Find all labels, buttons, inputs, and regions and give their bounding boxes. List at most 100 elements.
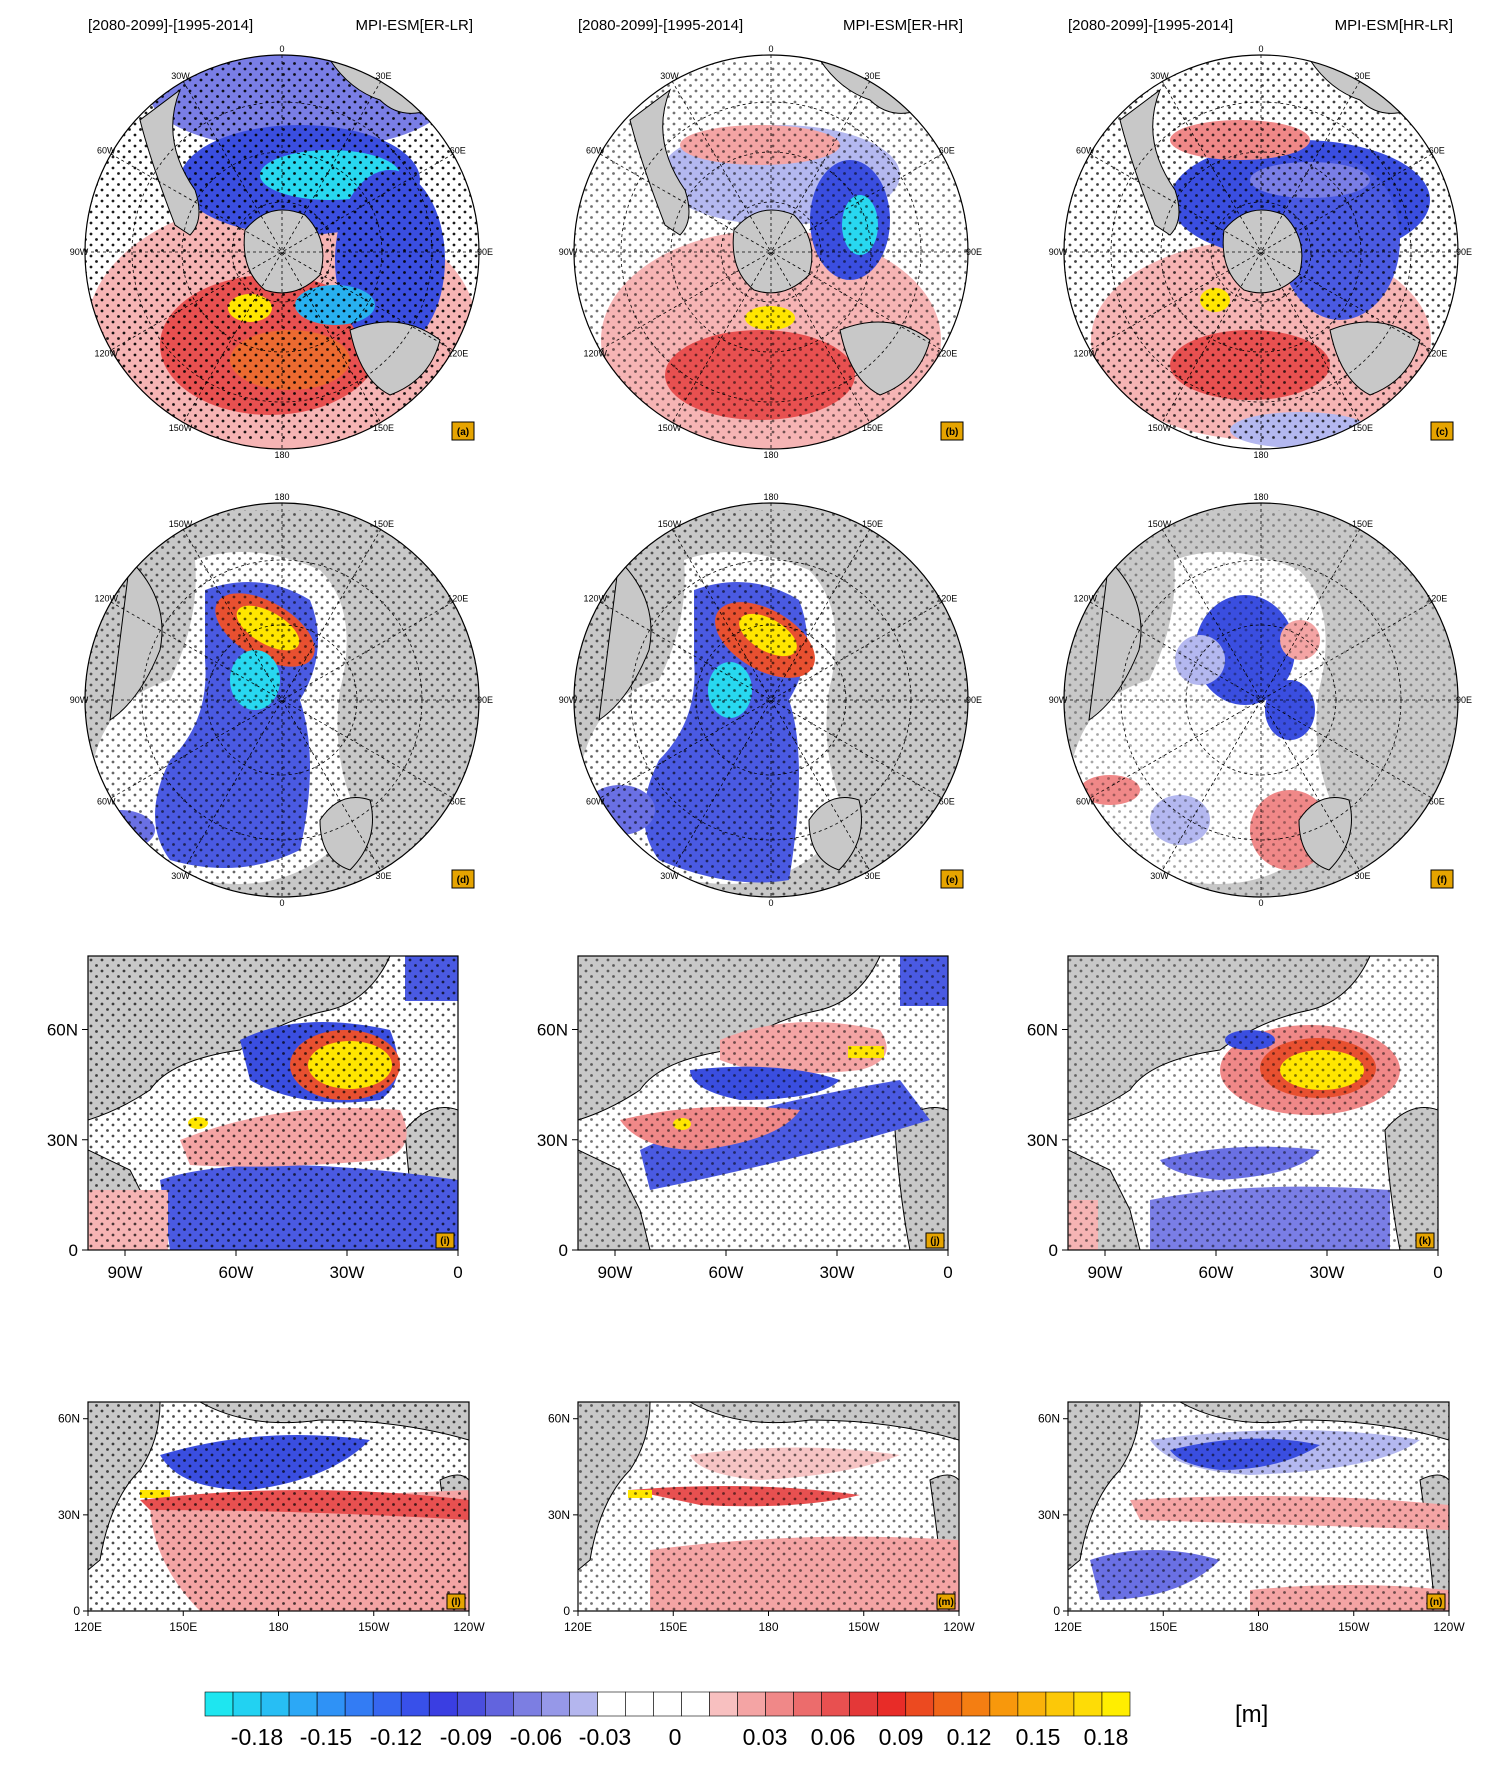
polar-map-label: 0	[1258, 898, 1263, 908]
polar-map-label: 150E	[373, 519, 394, 529]
x-tick-label: 120W	[1433, 1620, 1465, 1634]
column-title: MPI-ESM[ER-LR]	[355, 17, 473, 34]
polar-map-label: 0	[279, 898, 284, 908]
colorbar-label: 0.15	[1016, 1724, 1061, 1750]
x-tick-label: 150E	[659, 1620, 687, 1634]
colorbar-label: -0.06	[510, 1724, 562, 1750]
x-tick-label: 0	[453, 1263, 462, 1282]
colorbar-label: -0.12	[370, 1724, 422, 1750]
polar-map-label: 150W	[658, 519, 682, 529]
polar-map-label: 0	[279, 44, 284, 54]
colorbar-swatch	[541, 1691, 570, 1717]
polar-map-label: 180	[274, 450, 289, 460]
y-tick-label: 30N	[47, 1131, 78, 1150]
colorbar-swatch	[569, 1691, 598, 1717]
x-tick-label: 180	[758, 1620, 778, 1634]
colorbar-swatch	[1017, 1691, 1047, 1717]
polar-map-label: 120E	[447, 594, 468, 604]
panel-c-south-polar-map: 0 30E 60E 90E 120E 150E 180 150W 120W 90W 60W 30W (…	[1049, 44, 1472, 460]
polar-map-label: 120E	[936, 594, 957, 604]
colorbar-label: 0.06	[811, 1724, 856, 1750]
polar-map-label: 30W	[1150, 71, 1169, 81]
x-tick-label: 150E	[169, 1620, 197, 1634]
panel-n-north-pacific-map: 120E 150E 180 150W 120W 60N 30N 0 (n)	[1038, 1401, 1465, 1634]
colorbar-label: 0.18	[1084, 1724, 1129, 1750]
panel-a-south-polar-map: 0 30E 60E 90E 120E 150E 180 150W 120W 90W 60W 30W (…	[70, 44, 493, 460]
polar-map-label: 90E	[477, 695, 493, 705]
panel-label: (f)	[1437, 875, 1447, 886]
panel-label: (n)	[1430, 1597, 1443, 1608]
polar-map-label: 30E	[375, 871, 391, 881]
colorbar-swatch	[204, 1691, 234, 1717]
x-tick-label: 60W	[1199, 1263, 1234, 1282]
polar-map-label: 30W	[171, 871, 190, 881]
polar-map-label: 30E	[1354, 71, 1370, 81]
polar-map-label: 90W	[70, 247, 89, 257]
y-tick-label: 0	[69, 1241, 78, 1260]
y-tick-label: 0	[1053, 1604, 1060, 1618]
x-tick-label: 180	[1248, 1620, 1268, 1634]
panel-label: (k)	[1419, 1236, 1431, 1247]
polar-map-label: 60E	[939, 797, 955, 807]
x-tick-label: 120E	[1054, 1620, 1082, 1634]
colorbar-swatch	[933, 1691, 963, 1717]
period-label: [2080-2099]-[1995-2014]	[578, 17, 743, 34]
period-label: [2080-2099]-[1995-2014]	[1068, 17, 1233, 34]
polar-map-label: 150W	[1148, 519, 1172, 529]
polar-map-label: 120W	[94, 349, 118, 359]
colorbar-swatch	[961, 1691, 991, 1717]
y-tick-label: 30N	[537, 1131, 568, 1150]
polar-map-label: 90W	[70, 695, 89, 705]
polar-map-label: 150W	[169, 519, 193, 529]
colorbar-swatch	[1101, 1691, 1131, 1717]
colorbar-label: -0.18	[231, 1724, 283, 1750]
panel-label: (b)	[946, 427, 959, 438]
panel-label: (a)	[457, 427, 469, 438]
polar-map-label: 120E	[1426, 594, 1447, 604]
column-title: MPI-ESM[HR-LR]	[1335, 17, 1453, 34]
x-tick-label: 0	[943, 1263, 952, 1282]
polar-map-label: 120W	[583, 349, 607, 359]
colorbar-swatch	[260, 1691, 290, 1717]
colorbar-swatch	[877, 1691, 907, 1717]
polar-map-label: 150E	[373, 423, 394, 433]
polar-map-label: 180	[763, 450, 778, 460]
polar-map-label: 120E	[447, 349, 468, 359]
colorbar-swatch	[737, 1691, 766, 1717]
colorbar-swatch	[1045, 1691, 1075, 1717]
colorbar-swatch	[625, 1691, 654, 1717]
x-tick-label: 120E	[564, 1620, 592, 1634]
y-tick-label: 0	[563, 1604, 570, 1618]
polar-map-label: 90E	[966, 695, 982, 705]
colorbar-swatch	[821, 1691, 850, 1717]
colorbar-swatch	[456, 1691, 486, 1717]
polar-map-label: 120W	[583, 594, 607, 604]
polar-map-label: 180	[1253, 450, 1268, 460]
y-tick-label: 60N	[1027, 1021, 1058, 1040]
polar-map-label: 180	[1253, 492, 1268, 502]
polar-map-label: 60W	[586, 797, 605, 807]
polar-map-label: 60W	[1076, 797, 1095, 807]
polar-map-label: 60W	[97, 797, 116, 807]
panel-label: (l)	[451, 1597, 460, 1608]
y-tick-label: 60N	[47, 1021, 78, 1040]
panel-label: (i)	[440, 1236, 449, 1247]
panel-m-north-pacific-map: 120E 150E 180 150W 120W 60N 30N 0 (m)	[548, 1401, 975, 1634]
polar-map-label: 60E	[1429, 146, 1445, 156]
colorbar-swatch	[316, 1691, 346, 1717]
x-tick-label: 90W	[1088, 1263, 1123, 1282]
polar-map-label: 90W	[559, 247, 578, 257]
polar-map-label: 120W	[1073, 594, 1097, 604]
y-tick-label: 60N	[1038, 1412, 1060, 1426]
y-tick-label: 30N	[1038, 1508, 1060, 1522]
y-tick-label: 0	[559, 1241, 568, 1260]
colorbar-swatch	[513, 1691, 542, 1717]
colorbar-unit: [m]	[1235, 1701, 1268, 1728]
colorbar-label: -0.09	[440, 1724, 492, 1750]
colorbar-swatch	[400, 1691, 430, 1717]
colorbar-label: 0	[669, 1724, 682, 1750]
polar-map-label: 60W	[1076, 146, 1095, 156]
x-tick-label: 30W	[330, 1263, 365, 1282]
colorbar-swatch	[681, 1691, 710, 1717]
